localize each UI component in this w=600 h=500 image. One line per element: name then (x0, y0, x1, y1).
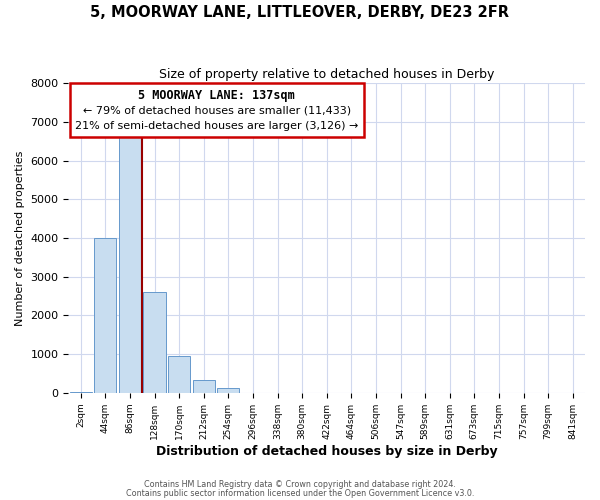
Bar (168, 356, 190, 393)
Bar (94, 238, 116, 393)
Bar (143, 292, 166, 393)
Y-axis label: Number of detached properties: Number of detached properties (15, 150, 25, 326)
Text: Contains public sector information licensed under the Open Government Licence v3: Contains public sector information licen… (126, 488, 474, 498)
Text: ← 79% of detached houses are smaller (11,433): ← 79% of detached houses are smaller (11… (83, 106, 350, 116)
Text: 5 MOORWAY LANE: 137sqm: 5 MOORWAY LANE: 137sqm (138, 89, 295, 102)
Bar (193, 380, 215, 393)
Text: Contains HM Land Registry data © Crown copyright and database right 2024.: Contains HM Land Registry data © Crown c… (144, 480, 456, 489)
Text: 5, MOORWAY LANE, LITTLEOVER, DERBY, DE23 2FR: 5, MOORWAY LANE, LITTLEOVER, DERBY, DE23… (91, 5, 509, 20)
X-axis label: Distribution of detached houses by size in Derby: Distribution of detached houses by size … (156, 444, 497, 458)
FancyBboxPatch shape (70, 83, 364, 138)
Text: 21% of semi-detached houses are larger (3,126) →: 21% of semi-detached houses are larger (… (75, 120, 358, 130)
Bar (119, 138, 141, 393)
Title: Size of property relative to detached houses in Derby: Size of property relative to detached ho… (159, 68, 494, 80)
Bar (217, 388, 239, 393)
